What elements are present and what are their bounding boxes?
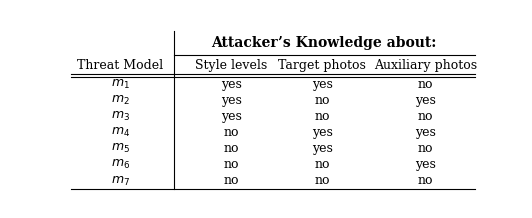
Text: no: no: [223, 174, 239, 187]
Text: no: no: [418, 142, 433, 155]
Text: $m_4$: $m_4$: [111, 126, 130, 139]
Text: yes: yes: [312, 78, 332, 91]
Text: no: no: [223, 126, 239, 139]
Text: $m_5$: $m_5$: [111, 142, 130, 155]
Text: yes: yes: [221, 78, 242, 91]
Text: $m_7$: $m_7$: [111, 174, 130, 187]
Text: Auxiliary photos: Auxiliary photos: [373, 59, 477, 72]
Text: $m_2$: $m_2$: [111, 94, 129, 107]
Text: no: no: [418, 78, 433, 91]
Text: $m_3$: $m_3$: [111, 110, 130, 123]
Text: yes: yes: [312, 142, 332, 155]
Text: Target photos: Target photos: [278, 59, 366, 72]
Text: yes: yes: [415, 126, 436, 139]
Text: no: no: [314, 94, 330, 107]
Text: $m_1$: $m_1$: [111, 78, 130, 91]
Text: Threat Model: Threat Model: [77, 59, 163, 72]
Text: Attacker’s Knowledge about:: Attacker’s Knowledge about:: [212, 36, 437, 50]
Text: yes: yes: [312, 126, 332, 139]
Text: yes: yes: [221, 94, 242, 107]
Text: no: no: [418, 174, 433, 187]
Text: no: no: [223, 158, 239, 171]
Text: no: no: [314, 110, 330, 123]
Text: no: no: [418, 110, 433, 123]
Text: Style levels: Style levels: [195, 59, 268, 72]
Text: yes: yes: [415, 158, 436, 171]
Text: $m_6$: $m_6$: [111, 158, 130, 171]
Text: yes: yes: [415, 94, 436, 107]
Text: no: no: [223, 142, 239, 155]
Text: yes: yes: [221, 110, 242, 123]
Text: no: no: [314, 158, 330, 171]
Text: no: no: [314, 174, 330, 187]
